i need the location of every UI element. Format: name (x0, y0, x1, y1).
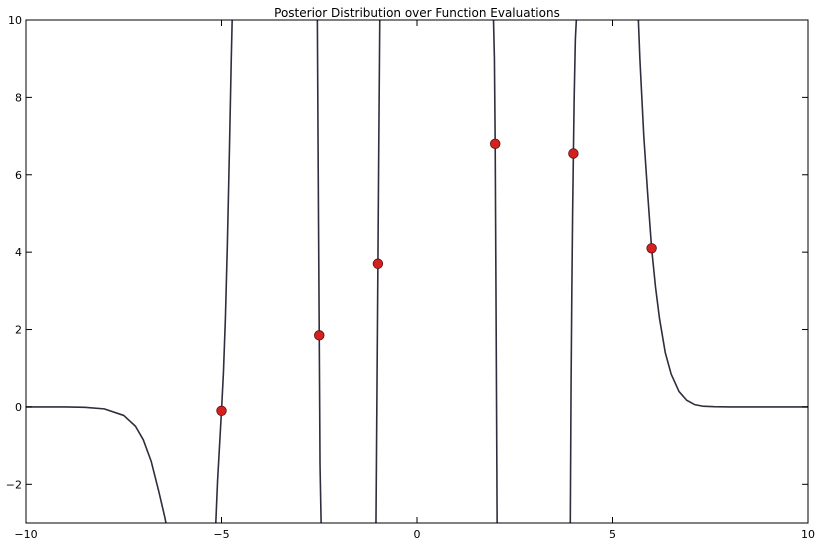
data-point (568, 148, 579, 159)
y-tick-label: −2 (6, 478, 22, 491)
x-tick-label: −5 (213, 528, 229, 541)
posterior-curve (26, 20, 808, 523)
x-tick-label: −10 (14, 528, 37, 541)
y-tick-label: 10 (8, 14, 22, 27)
data-point (646, 243, 657, 254)
points-layer (216, 138, 657, 416)
x-tick-label: 10 (801, 528, 815, 541)
plot-frame (25, 19, 809, 524)
y-tick-label: 0 (15, 401, 22, 414)
x-tick-label: 5 (609, 528, 616, 541)
curve-layer (26, 20, 808, 523)
y-tick-label: 6 (15, 169, 22, 182)
data-point (372, 258, 384, 269)
data-point (314, 330, 325, 341)
data-point (216, 405, 227, 416)
chart-title: Posterior Distribution over Function Eva… (274, 6, 560, 20)
y-tick-label: 2 (15, 324, 22, 337)
y-tick-label: 4 (15, 246, 22, 259)
y-tick-label: 8 (15, 91, 22, 104)
ticks-layer: −10 −5 0 5 10 −2 0 2 4 6 8 10 (6, 14, 815, 541)
data-point (490, 138, 501, 150)
x-tick-label: 0 (414, 528, 421, 541)
